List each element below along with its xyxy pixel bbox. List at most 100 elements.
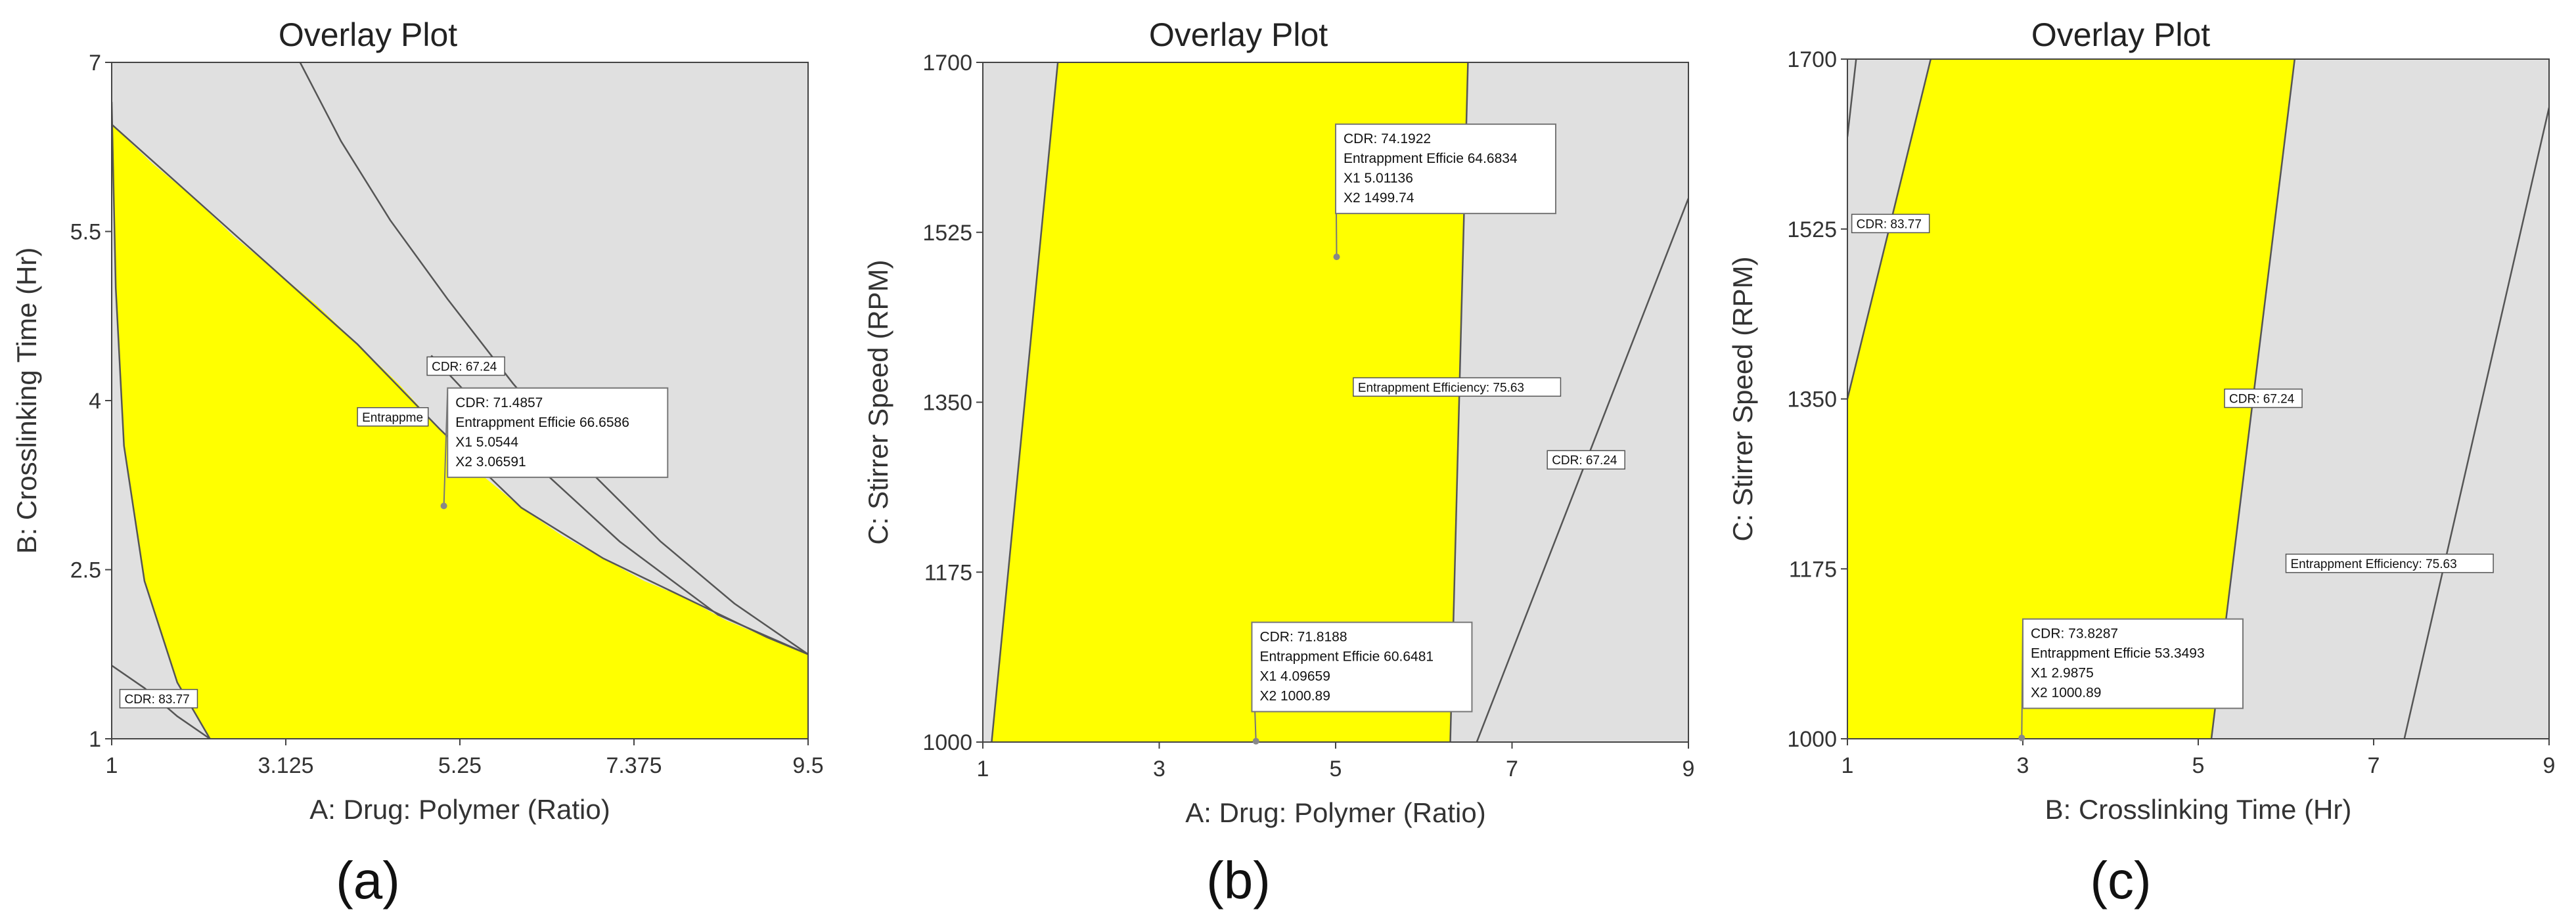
x-axis-label: A: Drug: Polymer (Ratio): [1185, 797, 1485, 828]
contour-line-3: [299, 62, 808, 655]
x-tick-label: 1: [977, 757, 989, 781]
tooltip-line: Entrappment Efficie 53.3493: [2031, 646, 2205, 661]
feasible-region: [991, 62, 1468, 742]
contour-flag-box: [2285, 554, 2494, 573]
feasible-region: [1847, 59, 2295, 739]
plot-title: Overlay Plot: [1149, 16, 1328, 53]
tooltip-point: [2018, 734, 2025, 741]
y-tick-label: 5.5: [70, 220, 101, 245]
contour-flag-label: Entrappment Efficiency: 75.63: [1358, 381, 1524, 395]
tooltip-line: Entrappment Efficie 60.6481: [1259, 649, 1434, 665]
y-axis-label: C: Stirrer Speed (RPM): [863, 259, 893, 544]
contour-flag: Entrappment Efficiency: 75.63: [2285, 554, 2494, 573]
x-tick-label: 3.125: [258, 753, 313, 778]
overlay-plot-panel-3: Overlay Plot 1 3 5 7 9 1000 1175 1350 1525 1700 B: …: [1727, 16, 2555, 910]
tooltip-line: X1 5.0544: [455, 435, 518, 450]
contour-flag: Entrappme: [357, 407, 429, 427]
tooltip-line: X1 5.01136: [1344, 171, 1413, 186]
contour-flag-label: CDR: 83.77: [124, 693, 189, 707]
feasible-region: [112, 124, 808, 739]
contour-flag-box: [119, 689, 198, 709]
x-tick-label: 3: [2017, 753, 2029, 778]
overlay-plot-panel-2: Overlay Plot 1 3 5 7 9 1000 1175 1350 1525 1700 A: …: [863, 16, 1694, 910]
tooltip-line: CDR: 71.8188: [1259, 630, 1347, 645]
overlay-plot-panel-1: Overlay Plot 1 3.125 5.25 7.375 9.5 1 2.5 4 5.5 7 A…: [11, 16, 824, 910]
x-tick-label: 5: [1330, 757, 1342, 781]
tooltip-line: Entrappment Efficie 66.6586: [455, 415, 629, 430]
contour-flag-label: Entrappme: [362, 411, 423, 425]
y-tick-label: 1000: [922, 730, 972, 755]
contour-line-4: [2403, 107, 2549, 739]
x-axis-label: A: Drug: Polymer (Ratio): [309, 794, 610, 825]
point-tooltip: CDR: 74.1922 Entrappment Efficie 64.6834 X…: [1333, 123, 1556, 261]
plot-title: Overlay Plot: [279, 16, 457, 53]
plot-area: [991, 62, 1688, 742]
contour-flag-label: CDR: 83.77: [1857, 217, 1922, 231]
tooltip-line: CDR: 73.8287: [2031, 626, 2118, 642]
contour-line-3: [1476, 198, 1688, 742]
y-tick-label: 4: [89, 389, 101, 414]
tooltip-line: CDR: 71.4857: [455, 395, 543, 410]
y-tick-label: 1350: [1787, 387, 1837, 412]
plot-title: Overlay Plot: [2031, 16, 2210, 53]
y-tick-label: 1700: [1787, 47, 1837, 72]
tooltip-line: Entrappment Efficie 64.6834: [1344, 151, 1518, 166]
panel-label: (a): [336, 851, 400, 910]
y-tick-label: 1350: [922, 391, 972, 416]
contour-flag-label: Entrappment Efficiency: 75.63: [2291, 558, 2457, 571]
tooltip-box: [2022, 618, 2244, 709]
contour-flag-box: [426, 356, 505, 376]
tooltip-line: X2 1000.89: [1259, 689, 1330, 704]
contour-line-1: [991, 62, 1059, 742]
y-axis-label: B: Crosslinking Time (Hr): [11, 248, 42, 554]
tooltip-line: X1 2.9875: [2031, 666, 2094, 681]
contour-flag: CDR: 67.24: [426, 356, 505, 376]
y-tick-label: 1: [89, 727, 101, 752]
contour-flag: CDR: 83.77: [119, 689, 198, 709]
contour-flag-box: [1353, 377, 1562, 397]
x-tick-label: 1: [1842, 753, 1854, 778]
y-tick-label: 1525: [922, 221, 972, 246]
contour-line-2: [1847, 59, 1857, 137]
contour-flag-label: CDR: 67.24: [432, 361, 497, 374]
panel-label: (b): [1206, 851, 1271, 910]
y-tick-label: 2.5: [70, 558, 101, 583]
contour-flag: CDR: 67.24: [2224, 388, 2303, 408]
y-tick-label: 7: [89, 51, 101, 76]
y-tick-label: 1175: [924, 560, 972, 585]
tooltip-line: X1 4.09659: [1259, 669, 1330, 684]
x-tick-label: 7: [1506, 757, 1518, 781]
point-tooltip: CDR: 73.8287 Entrappment Efficie 53.3493 X…: [2018, 618, 2244, 741]
x-tick-label: 5: [2192, 753, 2205, 778]
contour-flag-box: [1851, 213, 1930, 234]
x-tick-label: 3: [1153, 757, 1165, 781]
x-tick-label: 1: [106, 753, 118, 778]
contour-flag: CDR: 83.77: [1851, 213, 1930, 234]
tooltip-line: X2 3.06591: [455, 454, 526, 470]
tooltip-line: X2 1499.74: [1344, 190, 1414, 206]
tooltip-point: [440, 502, 447, 510]
y-tick-label: 1525: [1787, 217, 1837, 242]
y-tick-label: 1700: [922, 51, 972, 76]
contour-flag: Entrappment Efficiency: 75.63: [1353, 377, 1562, 397]
x-tick-label: 9: [2543, 753, 2556, 778]
point-tooltip: CDR: 71.4857 Entrappment Efficie 66.6586 X…: [440, 387, 669, 510]
x-tick-label: 9.5: [792, 753, 823, 778]
y-axis-label: C: Stirrer Speed (RPM): [1727, 256, 1758, 541]
contour-flag-box: [2224, 388, 2303, 408]
panel-label: (c): [2090, 851, 2151, 910]
x-axis-label: B: Crosslinking Time (Hr): [2045, 794, 2352, 825]
x-tick-label: 7.375: [606, 753, 662, 778]
point-tooltip: CDR: 71.8188 Entrappment Efficie 60.6481 X…: [1251, 621, 1473, 745]
contour-flag-label: CDR: 67.24: [1552, 454, 1617, 468]
contour-flag: CDR: 67.24: [1547, 450, 1625, 470]
tooltip-box: [1251, 621, 1473, 713]
contour-flag-label: CDR: 67.24: [2229, 393, 2295, 406]
tooltip-point: [1252, 737, 1259, 745]
tooltip-line: CDR: 74.1922: [1344, 131, 1431, 146]
contour-flag-box: [1547, 450, 1625, 470]
y-tick-label: 1175: [1789, 557, 1837, 582]
x-tick-label: 5.25: [438, 753, 482, 778]
x-tick-label: 9: [1683, 757, 1695, 781]
